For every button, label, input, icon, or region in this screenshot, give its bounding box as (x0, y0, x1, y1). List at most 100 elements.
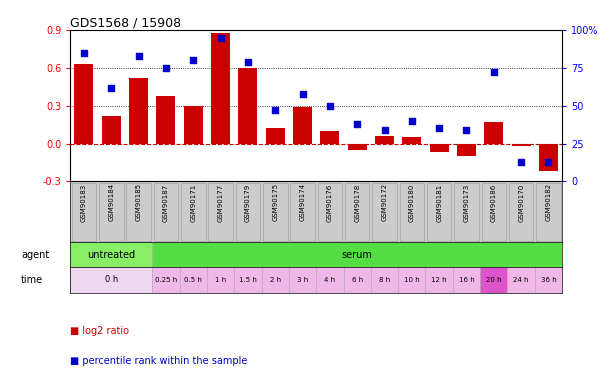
Bar (75, 64, 93, 144)
Bar (211, 33, 230, 144)
Bar (343, 267, 371, 292)
Text: GSM90180: GSM90180 (409, 183, 415, 222)
Bar (129, 78, 148, 144)
Text: 0.5 h: 0.5 h (185, 277, 202, 283)
Bar (238, 68, 257, 144)
Point (544, 159, 554, 165)
Bar (152, 242, 562, 267)
Bar (181, 183, 205, 241)
Text: GSM90170: GSM90170 (518, 183, 524, 222)
Point (353, 121, 362, 127)
Bar (425, 267, 453, 292)
Bar (398, 267, 425, 292)
Point (161, 65, 171, 71)
Point (106, 84, 116, 90)
Bar (207, 267, 234, 292)
Text: GSM90171: GSM90171 (190, 183, 196, 222)
Bar (372, 183, 397, 241)
Text: 12 h: 12 h (431, 277, 447, 283)
Text: GSM90174: GSM90174 (299, 183, 306, 221)
Bar (348, 144, 367, 150)
Point (379, 127, 389, 133)
Text: GSM90182: GSM90182 (546, 183, 552, 221)
Point (325, 103, 335, 109)
Bar (481, 183, 506, 241)
Point (216, 34, 225, 40)
Text: 0.25 h: 0.25 h (155, 277, 177, 283)
Bar (70, 267, 152, 292)
Bar (71, 183, 96, 241)
Bar (318, 183, 342, 241)
Bar (480, 267, 508, 292)
Bar (236, 183, 260, 241)
Text: GSM90186: GSM90186 (491, 183, 497, 222)
Text: 3 h: 3 h (297, 277, 308, 283)
Bar (153, 183, 178, 241)
Text: GDS1568 / 15908: GDS1568 / 15908 (70, 17, 181, 30)
Bar (536, 183, 561, 241)
Text: ■ log2 ratio: ■ log2 ratio (70, 326, 130, 336)
Point (461, 127, 471, 133)
Text: 20 h: 20 h (486, 277, 502, 283)
Text: GSM90172: GSM90172 (381, 183, 387, 221)
Bar (101, 116, 121, 144)
Bar (402, 137, 422, 144)
Text: GSM90184: GSM90184 (108, 183, 114, 221)
Bar (99, 183, 123, 241)
Bar (184, 106, 203, 144)
Bar (234, 267, 262, 292)
Bar (266, 128, 285, 144)
Bar (427, 183, 452, 241)
Text: 16 h: 16 h (459, 277, 474, 283)
Bar (290, 183, 315, 241)
Bar (70, 242, 152, 267)
Point (516, 159, 526, 165)
Text: 8 h: 8 h (379, 277, 390, 283)
Point (298, 91, 307, 97)
Bar (208, 183, 233, 241)
Bar (180, 267, 207, 292)
Bar (509, 183, 533, 241)
Bar (454, 183, 479, 241)
Point (134, 53, 144, 59)
Text: 10 h: 10 h (404, 277, 420, 283)
Bar (511, 144, 531, 146)
Bar (262, 267, 289, 292)
Point (188, 57, 198, 63)
Bar (126, 183, 151, 241)
Bar (371, 267, 398, 292)
Text: GSM90178: GSM90178 (354, 183, 360, 222)
Text: 1 h: 1 h (215, 277, 226, 283)
Bar (345, 183, 370, 241)
Text: GSM90187: GSM90187 (163, 183, 169, 222)
Point (434, 125, 444, 132)
Bar (289, 267, 316, 292)
Bar (320, 131, 340, 144)
Text: GSM90181: GSM90181 (436, 183, 442, 222)
Text: GSM90179: GSM90179 (245, 183, 251, 222)
Text: time: time (21, 275, 43, 285)
Text: ■ percentile rank within the sample: ■ percentile rank within the sample (70, 356, 247, 366)
Text: GSM90176: GSM90176 (327, 183, 333, 222)
Point (489, 69, 499, 75)
Bar (316, 267, 343, 292)
Text: GSM90185: GSM90185 (136, 183, 142, 221)
Text: 6 h: 6 h (351, 277, 363, 283)
Bar (453, 267, 480, 292)
Bar (156, 96, 175, 144)
Bar (485, 122, 503, 144)
Bar (539, 144, 558, 171)
Text: agent: agent (21, 250, 49, 259)
Bar (430, 144, 448, 152)
Text: 1.5 h: 1.5 h (239, 277, 257, 283)
Text: 36 h: 36 h (541, 277, 557, 283)
Point (79, 50, 89, 56)
Point (243, 59, 253, 65)
Text: serum: serum (342, 250, 373, 259)
Text: GSM90183: GSM90183 (81, 183, 87, 222)
Text: 0 h: 0 h (104, 275, 118, 284)
Bar (508, 267, 535, 292)
Point (407, 118, 417, 124)
Text: GSM90175: GSM90175 (273, 183, 278, 221)
Bar (400, 183, 424, 241)
